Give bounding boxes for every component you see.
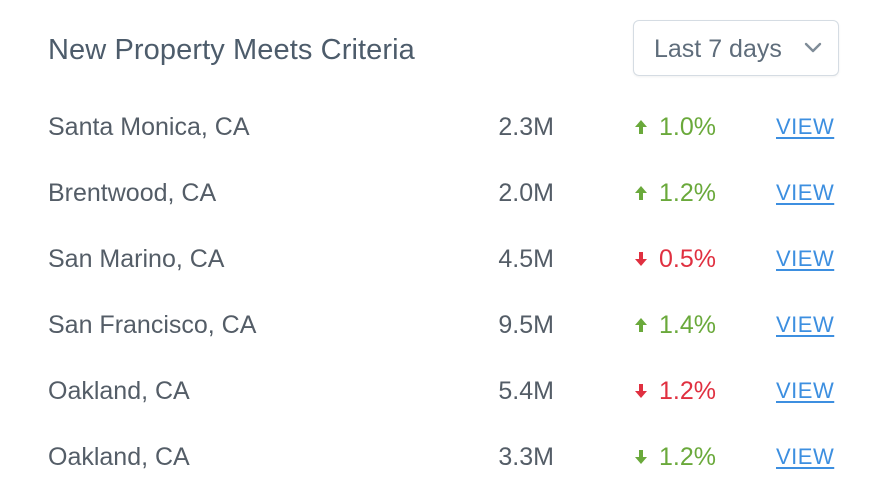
- list-item: San Marino, CA 4.5M 0.5% VIEW: [0, 232, 882, 288]
- view-link[interactable]: VIEW: [776, 246, 835, 271]
- price-change-percent: 1.4%: [659, 311, 716, 339]
- property-location: San Francisco, CA: [48, 311, 257, 339]
- view-link[interactable]: VIEW: [776, 114, 835, 139]
- property-price: 5.4M: [498, 377, 554, 405]
- property-price: 9.5M: [498, 311, 554, 339]
- price-change-percent: 0.5%: [659, 245, 716, 273]
- widget-title: New Property Meets Criteria: [48, 34, 415, 66]
- date-range-selected-value: Last 7 days: [654, 35, 782, 63]
- list-item: San Francisco, CA 9.5M 1.4% VIEW: [0, 298, 882, 354]
- property-location: Santa Monica, CA: [48, 113, 250, 141]
- view-link[interactable]: VIEW: [776, 378, 835, 403]
- property-price: 4.5M: [498, 245, 554, 273]
- property-location: San Marino, CA: [48, 245, 225, 273]
- arrow-down-icon: [635, 384, 647, 398]
- list-item: Santa Monica, CA 2.3M 1.0% VIEW: [0, 100, 882, 156]
- arrow-up-icon: [635, 120, 647, 134]
- property-price: 2.0M: [498, 179, 554, 207]
- property-location: Brentwood, CA: [48, 179, 217, 207]
- property-price: 3.3M: [498, 443, 554, 471]
- arrow-up-icon: [635, 318, 647, 332]
- price-change-percent: 1.2%: [659, 443, 716, 471]
- list-item: Oakland, CA 5.4M 1.2% VIEW: [0, 364, 882, 420]
- arrow-down-icon: [635, 450, 647, 464]
- date-range-select[interactable]: Last 7 days: [633, 20, 839, 76]
- view-link[interactable]: VIEW: [776, 444, 835, 469]
- property-location: Oakland, CA: [48, 443, 190, 471]
- view-link[interactable]: VIEW: [776, 180, 835, 205]
- arrow-up-icon: [635, 186, 647, 200]
- view-link[interactable]: VIEW: [776, 312, 835, 337]
- price-change-percent: 1.2%: [659, 179, 716, 207]
- property-price: 2.3M: [498, 113, 554, 141]
- chevron-down-icon: [804, 42, 822, 53]
- list-item: Brentwood, CA 2.0M 1.2% VIEW: [0, 166, 882, 222]
- arrow-down-icon: [635, 252, 647, 266]
- property-location: Oakland, CA: [48, 377, 190, 405]
- price-change-percent: 1.2%: [659, 377, 716, 405]
- list-item: Oakland, CA 3.3M 1.2% VIEW: [0, 430, 882, 486]
- price-change-percent: 1.0%: [659, 113, 716, 141]
